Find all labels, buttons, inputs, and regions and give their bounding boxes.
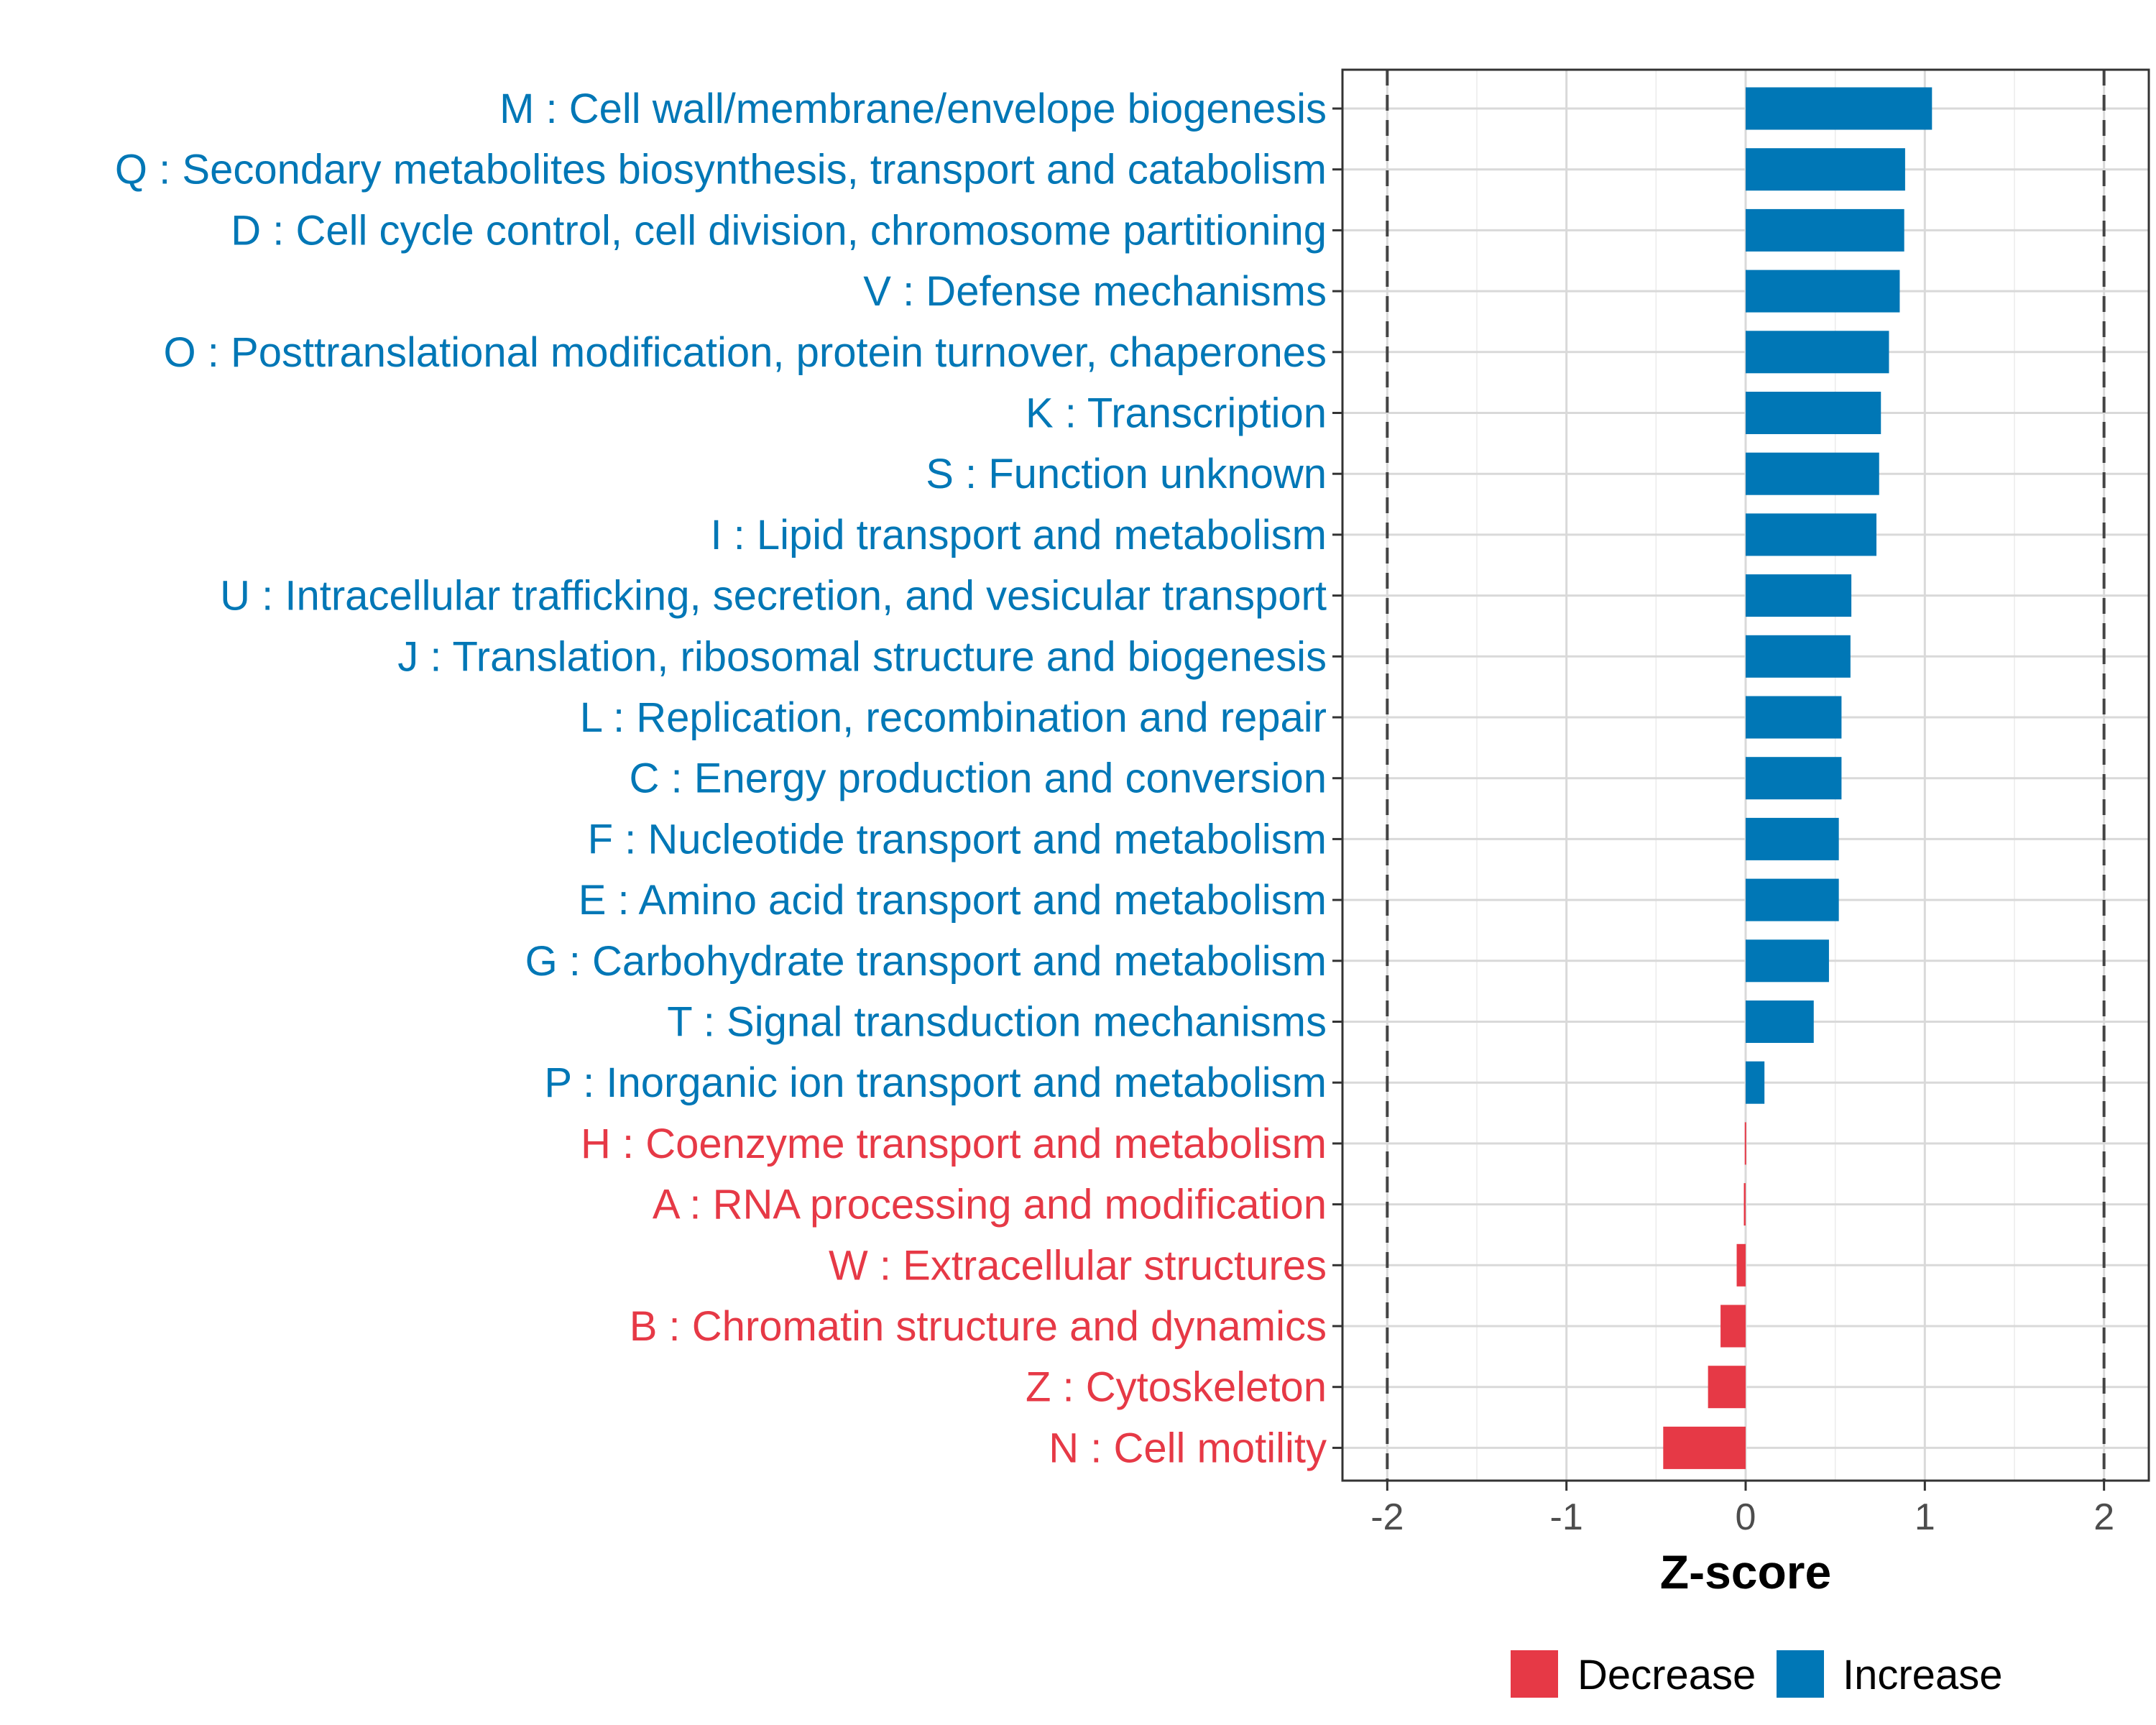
category-label: S : Function unknown — [926, 451, 1327, 497]
category-label: G : Carbohydrate transport and metabolis… — [525, 938, 1327, 985]
category-label: B : Chromatin structure and dynamics — [630, 1303, 1327, 1350]
category-label: O : Posttranslational modification, prot… — [164, 329, 1327, 376]
bar — [1746, 452, 1879, 495]
category-label: N : Cell motility — [1049, 1425, 1327, 1471]
legend-swatch — [1511, 1650, 1558, 1698]
x-axis-ticks: -2 -1 0 1 2 — [1370, 1481, 2114, 1538]
x-axis-title: Z-score — [1660, 1545, 1831, 1598]
bar — [1746, 574, 1852, 617]
bar — [1736, 1243, 1746, 1287]
x-tick-label: -1 — [1550, 1496, 1583, 1538]
legend-label: Decrease — [1577, 1652, 1756, 1698]
category-label: D : Cell cycle control, cell division, c… — [231, 207, 1327, 254]
category-label: E : Amino acid transport and metabolism — [579, 877, 1327, 924]
category-label: P : Inorganic ion transport and metaboli… — [544, 1059, 1327, 1106]
x-tick-label: 2 — [2093, 1496, 2114, 1538]
bar — [1744, 1122, 1746, 1165]
x-tick-label: 1 — [1915, 1496, 1935, 1538]
category-label: I : Lipid transport and metabolism — [710, 512, 1327, 558]
bar — [1746, 87, 1932, 130]
category-label: W : Extracellular structures — [829, 1242, 1327, 1289]
x-tick-label: 0 — [1736, 1496, 1756, 1538]
threshold-lines — [1386, 70, 2106, 1481]
bar — [1746, 513, 1877, 556]
bar — [1746, 1000, 1814, 1043]
category-label: K : Transcription — [1026, 390, 1327, 437]
legend-label: Increase — [1843, 1652, 2002, 1698]
category-label: J : Translation, ribosomal structure and… — [397, 633, 1327, 680]
category-label: V : Defense mechanisms — [863, 268, 1327, 315]
legend: Decrease Increase — [1511, 1650, 2002, 1698]
bar — [1746, 696, 1842, 739]
category-label: M : Cell wall/membrane/envelope biogenes… — [499, 86, 1327, 132]
category-label: A : RNA processing and modification — [653, 1182, 1327, 1228]
bar — [1746, 148, 1905, 191]
bar — [1743, 1183, 1746, 1226]
legend-swatch — [1777, 1650, 1824, 1698]
bar — [1708, 1366, 1746, 1409]
category-label: F : Nucleotide transport and metabolism — [588, 816, 1327, 862]
bar — [1746, 1061, 1765, 1104]
bar — [1746, 208, 1904, 252]
bar-layer — [1663, 87, 1932, 1469]
category-label: T : Signal transduction mechanisms — [667, 999, 1327, 1046]
category-label: Q : Secondary metabolites biosynthesis, … — [115, 147, 1327, 193]
bar — [1746, 392, 1881, 434]
category-label: C : Energy production and conversion — [630, 755, 1327, 802]
bar — [1663, 1426, 1746, 1469]
bar — [1746, 331, 1889, 374]
bar — [1746, 635, 1851, 678]
category-label: U : Intracellular trafficking, secretion… — [220, 573, 1327, 620]
y-axis-ticks — [1332, 107, 1342, 1449]
bar — [1746, 270, 1900, 313]
category-label: H : Coenzyme transport and metabolism — [581, 1121, 1327, 1167]
bar — [1720, 1305, 1746, 1348]
category-label: Z : Cytoskeleton — [1026, 1364, 1327, 1411]
bar — [1746, 939, 1829, 983]
bar — [1746, 817, 1839, 860]
category-label: L : Replication, recombination and repai… — [580, 694, 1327, 741]
x-tick-label: -2 — [1370, 1496, 1404, 1538]
bar — [1746, 878, 1839, 921]
category-labels: M : Cell wall/membrane/envelope biogenes… — [115, 86, 1327, 1471]
bar — [1746, 757, 1842, 800]
